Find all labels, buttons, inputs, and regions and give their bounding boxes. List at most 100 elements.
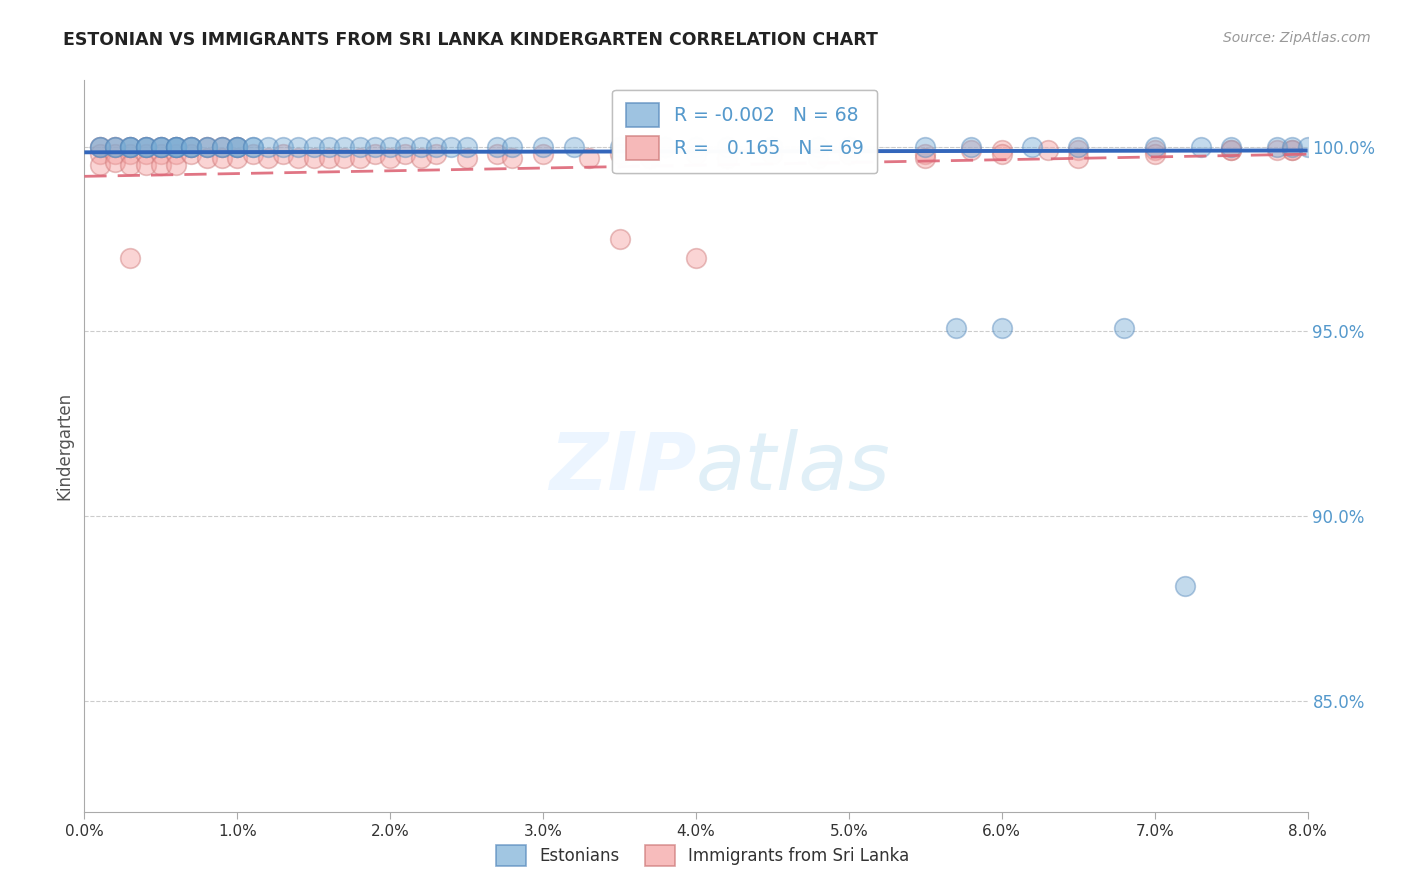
- Point: [165, 140, 187, 154]
- Point: [120, 140, 142, 154]
- Text: ESTONIAN VS IMMIGRANTS FROM SRI LANKA KINDERGARTEN CORRELATION CHART: ESTONIAN VS IMMIGRANTS FROM SRI LANKA KI…: [63, 31, 879, 49]
- Point: [257, 151, 280, 165]
- Point: [89, 140, 111, 154]
- Point: [1067, 140, 1090, 154]
- Point: [149, 140, 172, 154]
- Point: [1143, 147, 1166, 161]
- Point: [104, 140, 127, 154]
- Point: [120, 251, 142, 265]
- Point: [120, 147, 142, 161]
- Point: [1067, 151, 1090, 165]
- Y-axis label: Kindergarten: Kindergarten: [55, 392, 73, 500]
- Point: [242, 147, 264, 161]
- Point: [1036, 144, 1059, 158]
- Point: [1296, 140, 1319, 154]
- Point: [120, 140, 142, 154]
- Point: [120, 158, 142, 172]
- Point: [609, 140, 631, 154]
- Point: [242, 140, 264, 154]
- Point: [271, 147, 294, 161]
- Point: [440, 140, 463, 154]
- Point: [180, 140, 202, 154]
- Point: [425, 147, 447, 161]
- Point: [120, 140, 142, 154]
- Point: [685, 147, 707, 161]
- Point: [89, 140, 111, 154]
- Point: [364, 147, 387, 161]
- Point: [531, 147, 554, 161]
- Point: [135, 140, 157, 154]
- Point: [761, 140, 783, 154]
- Point: [1265, 140, 1288, 154]
- Point: [135, 158, 157, 172]
- Point: [685, 251, 707, 265]
- Point: [838, 140, 860, 154]
- Point: [1021, 140, 1043, 154]
- Point: [638, 151, 661, 165]
- Point: [1281, 140, 1303, 154]
- Point: [1220, 144, 1243, 158]
- Point: [165, 147, 187, 161]
- Point: [1067, 144, 1090, 158]
- Point: [165, 140, 187, 154]
- Point: [287, 140, 309, 154]
- Point: [380, 151, 402, 165]
- Point: [211, 140, 233, 154]
- Point: [914, 147, 936, 161]
- Point: [609, 232, 631, 246]
- Point: [716, 151, 738, 165]
- Point: [991, 147, 1014, 161]
- Point: [486, 147, 509, 161]
- Point: [226, 140, 249, 154]
- Point: [104, 147, 127, 161]
- Point: [1189, 140, 1212, 154]
- Point: [135, 147, 157, 161]
- Point: [716, 140, 738, 154]
- Point: [1220, 144, 1243, 158]
- Point: [180, 140, 202, 154]
- Point: [380, 140, 402, 154]
- Point: [120, 140, 142, 154]
- Point: [960, 140, 983, 154]
- Point: [149, 158, 172, 172]
- Point: [149, 140, 172, 154]
- Point: [364, 140, 387, 154]
- Point: [287, 151, 309, 165]
- Point: [333, 151, 356, 165]
- Point: [1281, 144, 1303, 158]
- Point: [1265, 144, 1288, 158]
- Point: [609, 147, 631, 161]
- Point: [104, 140, 127, 154]
- Point: [502, 151, 524, 165]
- Point: [195, 140, 218, 154]
- Point: [1281, 144, 1303, 158]
- Point: [271, 140, 294, 154]
- Point: [456, 140, 478, 154]
- Point: [180, 140, 202, 154]
- Point: [211, 151, 233, 165]
- Point: [211, 140, 233, 154]
- Point: [394, 140, 416, 154]
- Point: [226, 140, 249, 154]
- Point: [333, 140, 356, 154]
- Point: [195, 140, 218, 154]
- Point: [945, 320, 967, 334]
- Point: [165, 140, 187, 154]
- Text: Source: ZipAtlas.com: Source: ZipAtlas.com: [1223, 31, 1371, 45]
- Point: [960, 144, 983, 158]
- Point: [425, 140, 447, 154]
- Point: [914, 151, 936, 165]
- Point: [226, 140, 249, 154]
- Point: [195, 151, 218, 165]
- Point: [318, 151, 340, 165]
- Point: [685, 140, 707, 154]
- Point: [1220, 140, 1243, 154]
- Point: [165, 140, 187, 154]
- Point: [761, 147, 783, 161]
- Point: [838, 147, 860, 161]
- Legend: Estonians, Immigrants from Sri Lanka: Estonians, Immigrants from Sri Lanka: [488, 837, 918, 875]
- Point: [807, 151, 830, 165]
- Point: [135, 140, 157, 154]
- Point: [578, 151, 600, 165]
- Text: atlas: atlas: [696, 429, 891, 507]
